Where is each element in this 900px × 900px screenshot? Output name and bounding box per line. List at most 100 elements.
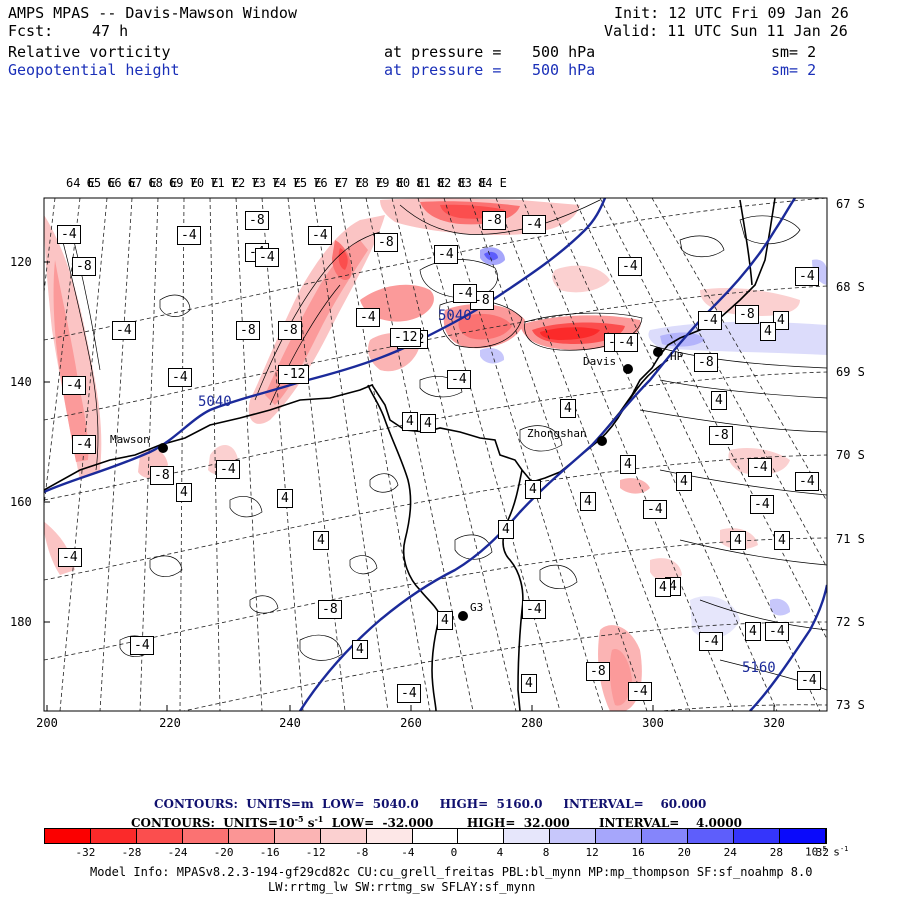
contour-value-label: -8	[245, 211, 269, 230]
longitude-label: 78 E	[354, 176, 384, 190]
legend-vort-prefix: CONTOURS: UNITS=10	[131, 816, 295, 830]
station-davis-label: Davis	[583, 355, 617, 368]
contour-value-label: -4	[522, 600, 546, 619]
map-frame	[43, 197, 828, 712]
x-tick-label: 300	[642, 716, 664, 730]
contour-value-label: 4	[580, 492, 596, 511]
contour-value-label: 4	[352, 640, 368, 659]
contour-value-label: -4	[795, 267, 819, 286]
frame-ticks	[44, 261, 775, 711]
station-hp-label: HP	[670, 350, 684, 363]
latitude-label: 72 S	[836, 615, 865, 629]
contour-value-label: 4	[655, 578, 671, 597]
color-bar-label: 0	[450, 846, 458, 859]
color-bar-swatch	[412, 829, 459, 843]
contour-value-label: 4	[620, 455, 636, 474]
contour-value-label: 4	[176, 483, 192, 502]
field2-smoothing: sm= 2	[771, 61, 817, 79]
station-g3-label: G3	[470, 601, 484, 614]
contour-value-label: -8	[72, 257, 96, 276]
init-time: Init: 12 UTC Fri 09 Jan 26	[614, 4, 849, 22]
field2-level: 500 hPa	[532, 61, 596, 79]
color-bar-swatch	[182, 829, 229, 843]
field2-name: Geopotential height	[8, 61, 180, 79]
bar-unit-exp2: -1	[839, 845, 849, 853]
forecast-label: Fcst:	[8, 22, 54, 40]
contour-value-label: -4	[795, 472, 819, 491]
model-info-line1: Model Info: MPASv8.2.3-194-gf29cd82c CU:…	[90, 865, 813, 879]
color-bar-label: -20	[213, 846, 234, 859]
contour-value-label: -4	[255, 248, 279, 267]
bar-unit-s: s	[826, 845, 840, 859]
contour-value-label: -4	[397, 684, 421, 703]
longitude-label: 77 E	[333, 176, 363, 190]
y-tick-label: 140	[10, 375, 32, 389]
x-tick-label: 220	[159, 716, 181, 730]
color-bar-swatch	[228, 829, 275, 843]
x-tick-label: 200	[36, 716, 58, 730]
model-info-line2: LW:rrtmg_lw SW:rrtmg_sw SFLAY:sf_mynn	[268, 880, 536, 894]
contour-value-label: -8	[150, 466, 174, 485]
contour-value-label: 4	[774, 531, 790, 550]
plot-title: AMPS MPAS -- Davis-Mawson Window	[8, 4, 297, 22]
contour-value-label: -4	[177, 226, 201, 245]
color-bar-label: 4	[496, 846, 504, 859]
latitude-label: 67 S	[836, 197, 865, 211]
latitude-label: 73 S	[836, 698, 865, 712]
color-bar-label: 32	[815, 846, 830, 859]
color-bar-swatch	[45, 829, 91, 843]
color-bar-label: 8	[542, 846, 550, 859]
contour-value-label: 4	[760, 322, 776, 341]
contour-value-label: 4	[313, 531, 329, 550]
contour-value-label: -4	[698, 311, 722, 330]
y-tick-label: 160	[10, 495, 32, 509]
field2-at: at pressure =	[384, 61, 502, 79]
height-label: 5160	[742, 660, 776, 676]
contour-value-label: -8	[236, 321, 260, 340]
contour-value-label: -4	[699, 632, 723, 651]
longitude-label: 64 E	[66, 176, 95, 190]
longitude-label: 74 E	[272, 176, 301, 190]
color-bar-label: -12	[305, 846, 326, 859]
color-bar-label: -24	[167, 846, 188, 859]
station-zhongshan-marker	[597, 436, 607, 446]
legend-vort-rest: LOW= -32.000 HIGH= 32.000 INTERVAL= 4.00…	[323, 816, 742, 830]
latitude-label: 71 S	[836, 532, 865, 546]
longitude-label: 81 E	[416, 176, 446, 190]
contour-value-label: -4	[434, 245, 458, 264]
contour-value-label: 4	[730, 531, 746, 550]
contour-value-label: -4	[112, 321, 136, 340]
color-bar-swatch	[90, 829, 137, 843]
contour-value-label: 4	[277, 489, 293, 508]
meridian-lines	[44, 198, 827, 711]
y-tick-label: 180	[10, 615, 32, 629]
height-contours	[44, 198, 827, 711]
longitude-label: 75 E	[292, 176, 322, 190]
contour-value-label: 4	[773, 311, 789, 330]
contour-value-label: -8	[735, 305, 759, 324]
longitude-label: 84 E	[478, 176, 507, 190]
color-bar-label: -4	[401, 846, 415, 859]
contour-value-label: 4	[560, 399, 576, 418]
longitude-label: 82 E	[436, 176, 466, 190]
color-bar-swatch	[780, 829, 826, 843]
station-mawson-marker	[158, 443, 168, 453]
contour-value-label: -4	[797, 671, 821, 690]
color-bar-label: -28	[121, 846, 142, 859]
color-bar-label: -16	[259, 846, 280, 859]
color-bar-label: -8	[355, 846, 369, 859]
contour-value-label: -8	[318, 600, 342, 619]
contour-value-label: 4	[402, 412, 418, 431]
contour-value-label: -4	[765, 622, 789, 641]
y-tick-label: 120	[10, 255, 32, 269]
contour-value-label: -4	[57, 225, 81, 244]
x-tick-label: 260	[400, 716, 422, 730]
color-bar-label: 12	[585, 846, 599, 859]
latitude-label: 69 S	[836, 365, 865, 379]
contour-value-label: 4	[525, 480, 541, 499]
station-zhongshan-label: Zhongshan	[527, 427, 587, 440]
station-mawson-label: Mawson	[110, 433, 150, 446]
color-bar-swatch	[550, 829, 597, 843]
x-tick-label: 240	[279, 716, 301, 730]
contour-value-label: -4	[58, 548, 82, 567]
